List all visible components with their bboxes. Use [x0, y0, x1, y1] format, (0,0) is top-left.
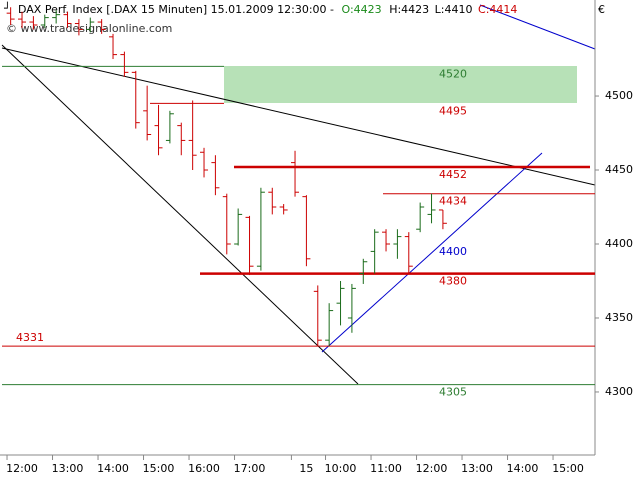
level-label: 4380	[439, 275, 467, 288]
x-tick-label: 15:00	[552, 462, 584, 475]
x-tick-label: 14:00	[507, 462, 539, 475]
quote-open: O:4423	[342, 3, 382, 16]
quote-low: L:4410	[435, 3, 473, 16]
x-tick-label: 17:00	[234, 462, 266, 475]
level-label: 4400	[439, 245, 467, 258]
level-label: 4434	[439, 195, 467, 208]
x-tick-label: 15	[299, 462, 313, 475]
corner-icon: ┘	[4, 1, 11, 15]
x-tick-label: 16:00	[188, 462, 220, 475]
level-label: 4495	[439, 104, 467, 117]
level-label: 4452	[439, 168, 467, 181]
quote-close: C:4414	[478, 3, 517, 16]
level-label: 4331	[16, 331, 44, 344]
y-tick-label: 4450	[605, 163, 633, 176]
trend-line	[1, 47, 596, 186]
x-tick-label: 11:00	[370, 462, 402, 475]
zone	[224, 66, 577, 103]
x-tick-label: 15:00	[143, 462, 175, 475]
y-tick-label: 4400	[605, 237, 633, 250]
header: DAX Perf. Index [.DAX 15 Minuten] 15.01.…	[18, 3, 517, 16]
x-tick-label: 13:00	[52, 462, 84, 475]
trend-line	[479, 4, 596, 50]
x-tick-label: 14:00	[97, 462, 129, 475]
x-tick-label: 12:00	[6, 462, 38, 475]
trend-line	[1, 44, 359, 385]
x-tick-label: 13:00	[461, 462, 493, 475]
watermark: © www.tradesignalonline.com	[6, 22, 172, 35]
quote-high: H:4423	[389, 3, 429, 16]
x-tick-label: 12:00	[416, 462, 448, 475]
currency: €	[598, 3, 605, 16]
y-tick-label: 4300	[605, 385, 633, 398]
y-tick-label: 4350	[605, 311, 633, 324]
y-tick-label: 4500	[605, 89, 633, 102]
trend-line	[321, 152, 543, 353]
header-title: DAX Perf. Index [.DAX 15 Minuten] 15.01.…	[18, 3, 334, 16]
x-tick-label: 10:00	[325, 462, 357, 475]
level-label: 4305	[439, 386, 467, 399]
level-label: 4520	[439, 67, 467, 80]
